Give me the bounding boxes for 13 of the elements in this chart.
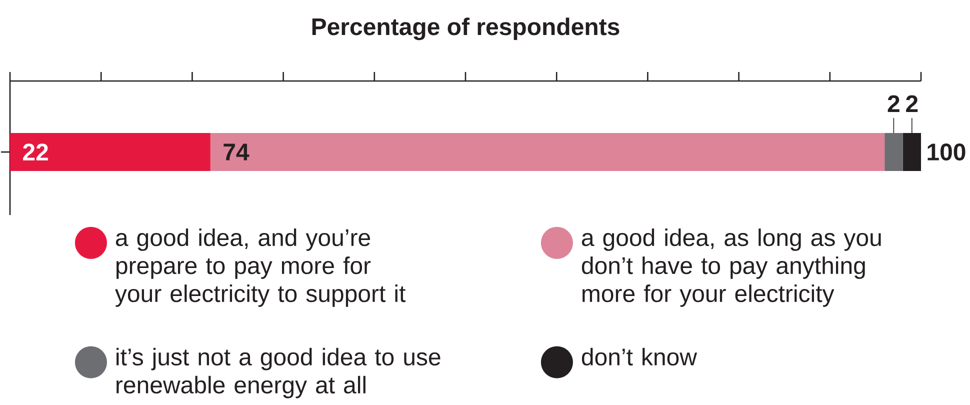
data-label: 2 (888, 95, 900, 112)
total-label: 100 (928, 144, 966, 161)
data-label: 22 (23, 144, 48, 160)
legend-label: don’t know (582, 348, 698, 366)
legend-label: a good idea, and you’re prepare to pay more for your electricity to support it (115, 228, 406, 307)
bar (10, 133, 210, 172)
legend-label: a good idea, as long as you don’t have to pay anything more for your electricity (582, 228, 881, 307)
bar (210, 133, 885, 172)
legend-label: it’s just not a good idea to use renewable energy at all (116, 348, 440, 398)
data-label: 74 (224, 144, 250, 160)
chart-title: Percentage of respondents (312, 18, 620, 40)
bar (884, 133, 903, 172)
data-label: 2 (906, 95, 918, 112)
